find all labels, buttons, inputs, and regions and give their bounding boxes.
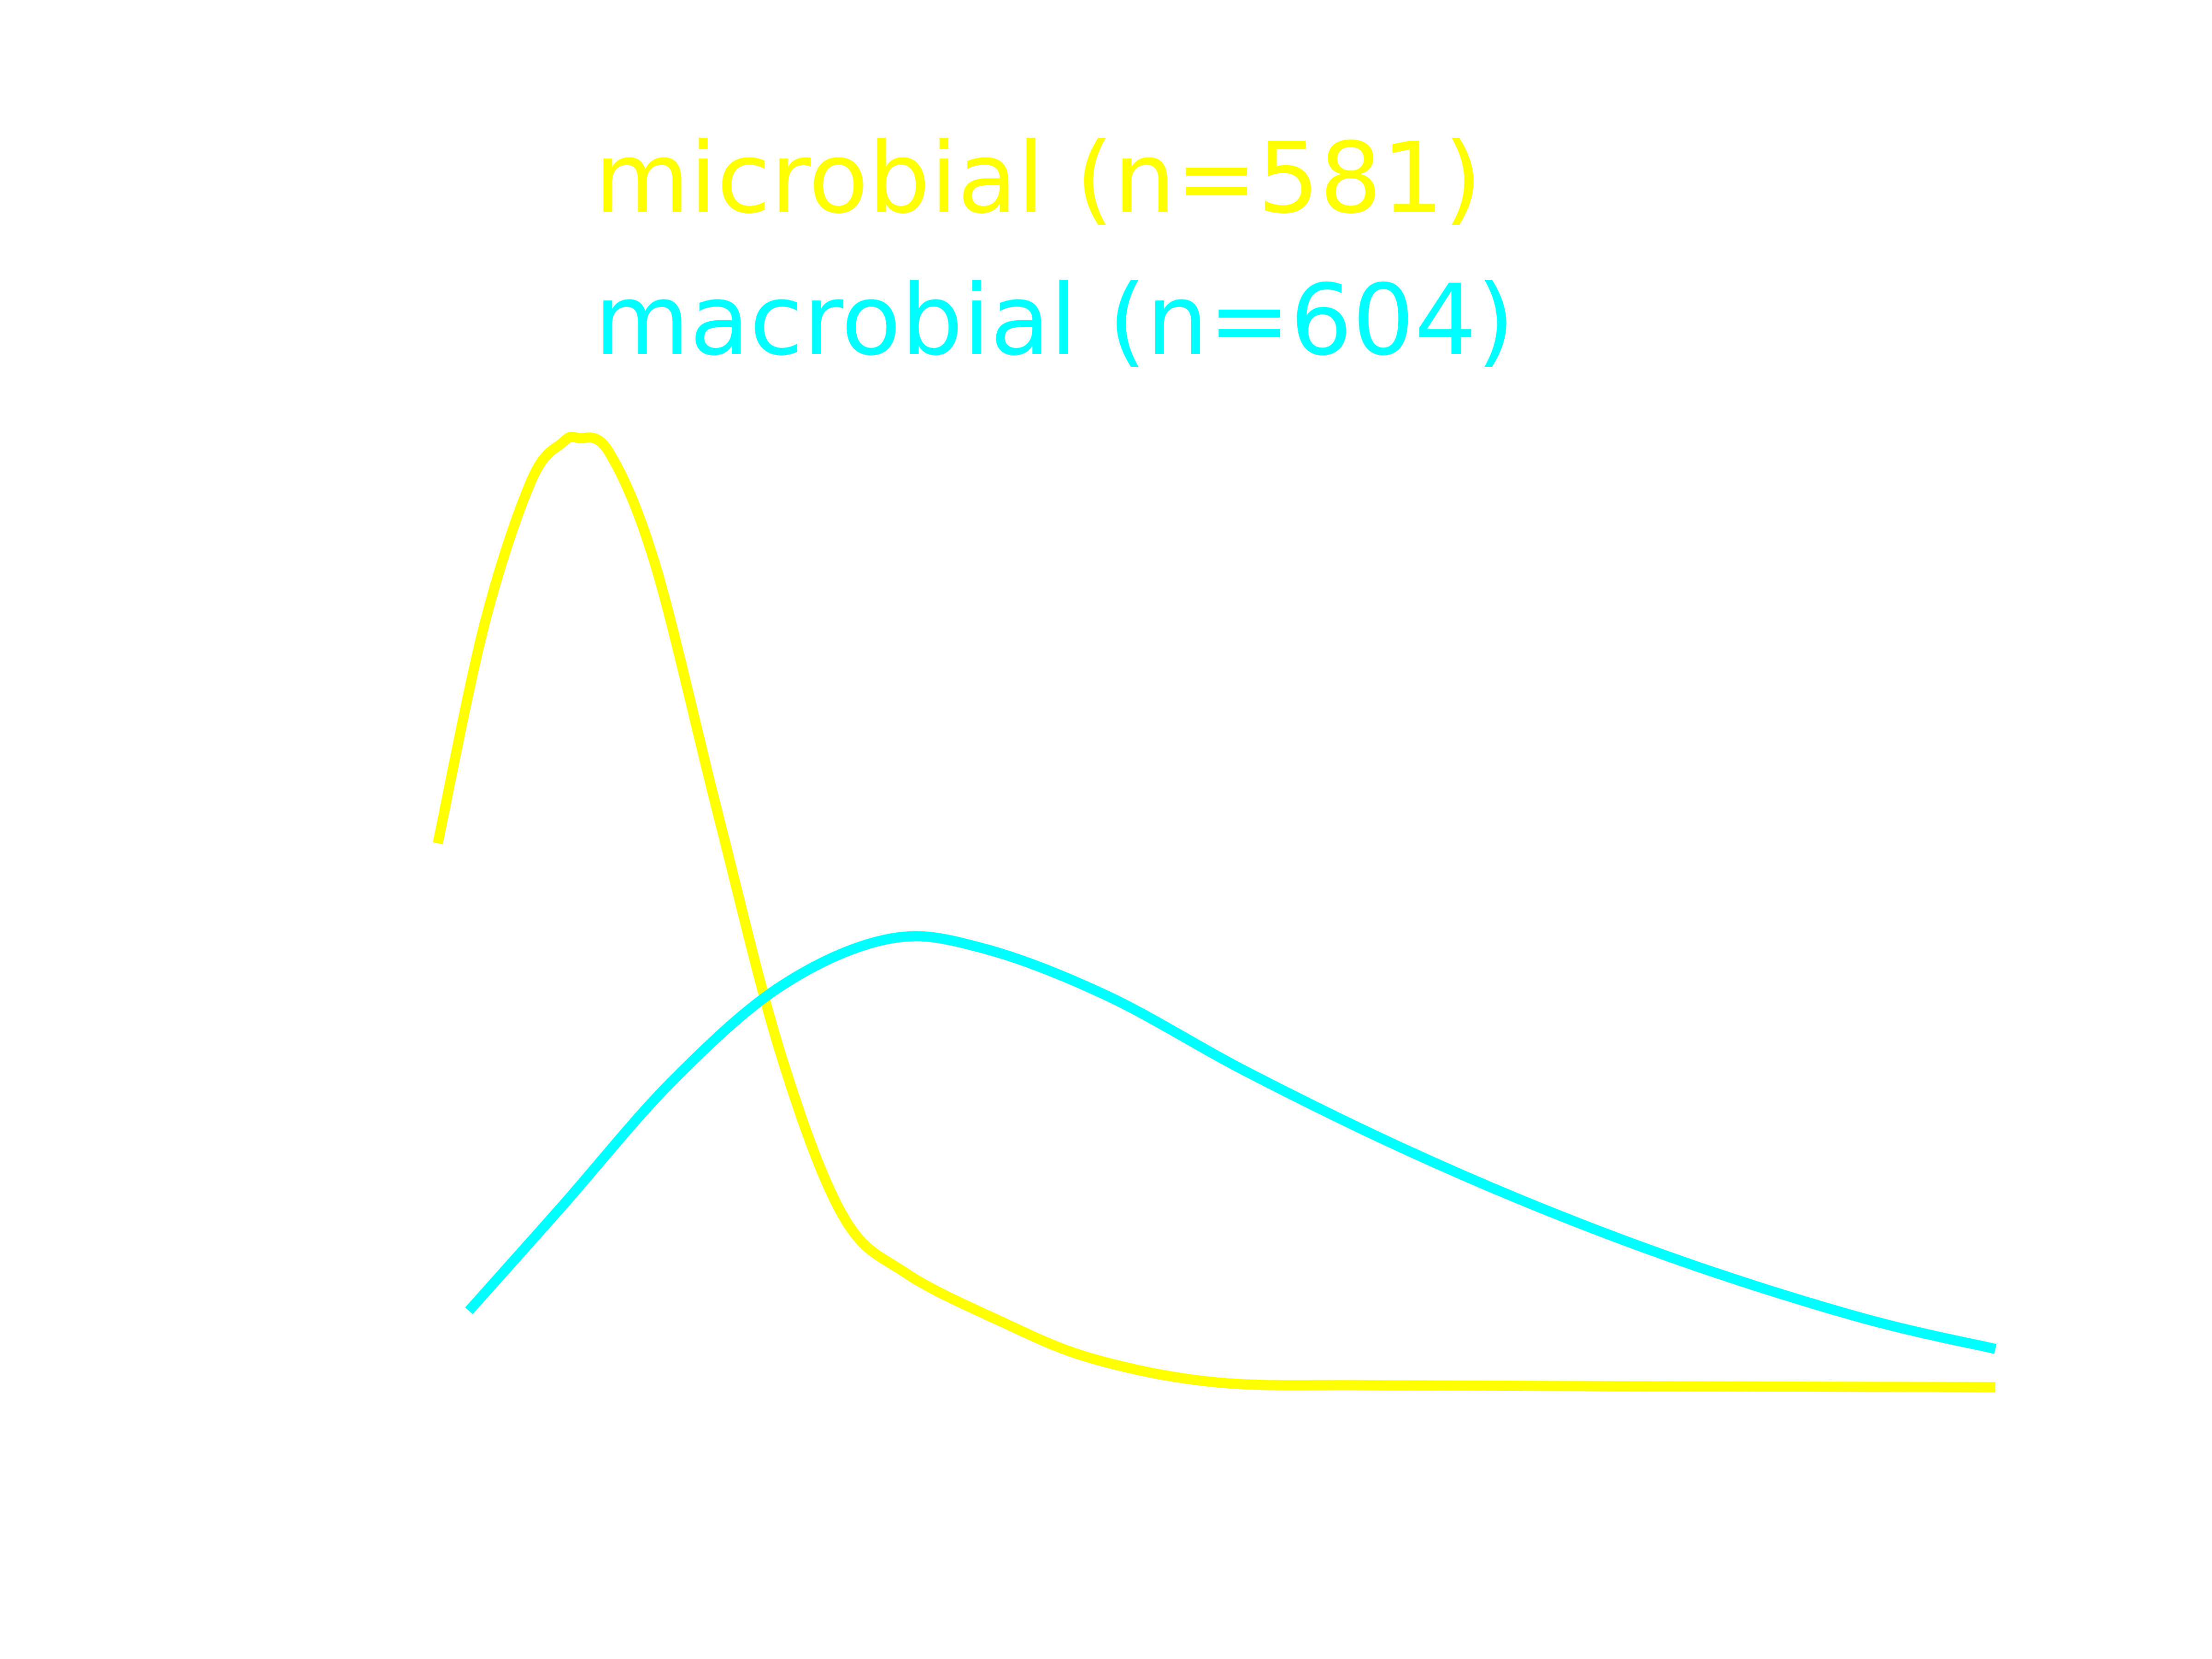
legend: microbial (n=581) macrobial (n=604) [594, 121, 1515, 377]
legend-label-macrobial: macrobial (n=604) [594, 263, 1515, 377]
series-line-macrobial [465, 931, 1997, 1354]
plot-lines [433, 432, 1997, 1392]
legend-label-microbial: microbial (n=581) [594, 121, 1482, 235]
series-line-microbial [433, 432, 1996, 1392]
